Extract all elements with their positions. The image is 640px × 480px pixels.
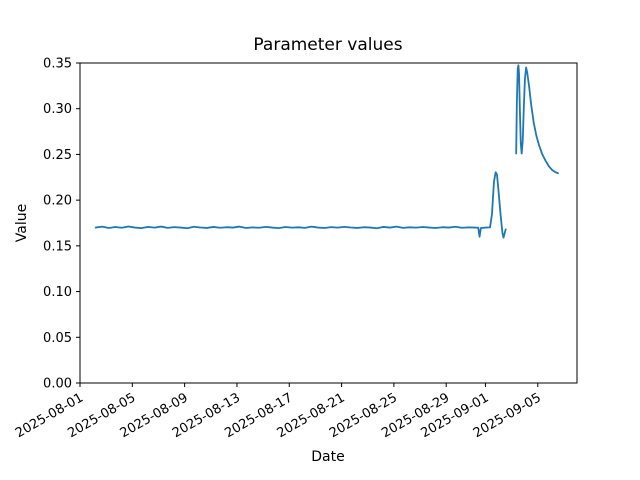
y-tick-label: 0.20 — [43, 194, 72, 209]
y-tick-label: 0.00 — [43, 377, 72, 392]
y-tick-label: 0.15 — [43, 239, 72, 254]
y-tick-label: 0.10 — [43, 285, 72, 300]
series-parameter-value — [515, 64, 559, 175]
x-axis-label: Date — [311, 449, 344, 465]
y-tick-label: 0.30 — [43, 102, 72, 117]
data-line — [94, 64, 559, 239]
y-tick-label: 0.35 — [43, 57, 72, 72]
x-axis-ticks: 2025-08-012025-08-052025-08-092025-08-13… — [13, 383, 544, 441]
chart-title: Parameter values — [253, 35, 402, 55]
y-tick-label: 0.25 — [43, 148, 72, 163]
y-tick-label: 0.05 — [43, 331, 72, 346]
plot-border — [79, 62, 578, 384]
y-axis-label: Value — [14, 204, 30, 242]
series-parameter-value — [94, 171, 507, 239]
y-axis-ticks: 0.00 0.05 0.10 0.15 0.20 0.25 0.30 0.35 — [43, 57, 80, 392]
